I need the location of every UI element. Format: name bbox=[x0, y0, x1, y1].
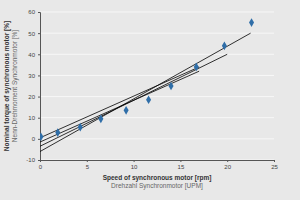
axis-title-line: Nominal torque of synchronous motor [%] bbox=[3, 21, 11, 151]
point bbox=[194, 63, 199, 72]
trend-line bbox=[40, 33, 251, 151]
tick: 20 bbox=[28, 94, 40, 100]
point bbox=[169, 82, 174, 91]
tick-label: 20 bbox=[224, 164, 231, 170]
tick-label: 50 bbox=[28, 31, 35, 37]
grid-line bbox=[40, 54, 274, 55]
tick-label: 15 bbox=[178, 164, 185, 170]
tick-label: 0 bbox=[32, 136, 36, 142]
y-axis: -10 0 10 20 30 40 50 60 bbox=[26, 9, 40, 163]
grid-line bbox=[40, 12, 274, 13]
tick: 60 bbox=[28, 9, 40, 15]
tick: 50 bbox=[28, 31, 40, 37]
tick-label: 30 bbox=[28, 73, 35, 79]
trend-line bbox=[40, 54, 227, 146]
grid-line bbox=[40, 117, 274, 118]
tick-mark bbox=[87, 160, 88, 162]
axis-title-line: Nenn-Drehmoment Synchronmotor [%] bbox=[11, 30, 19, 143]
tick-mark bbox=[38, 97, 40, 98]
tick-mark bbox=[274, 160, 275, 162]
tick-mark bbox=[38, 12, 40, 13]
tick: 0 bbox=[32, 136, 40, 142]
x-axis: 0 5 10 15 20 25 bbox=[39, 160, 279, 170]
point bbox=[222, 41, 227, 50]
point bbox=[124, 106, 129, 115]
plot: 0 5 10 15 20 25 -10 0 10 20 30 40 50 60 bbox=[26, 9, 278, 170]
grid-line bbox=[40, 138, 274, 139]
tick-label: 0 bbox=[39, 164, 43, 170]
tick: 15 bbox=[178, 160, 185, 170]
tick-label: 60 bbox=[28, 9, 35, 15]
trend-line bbox=[40, 71, 199, 142]
tick-label: 25 bbox=[271, 164, 278, 170]
tick-label: 40 bbox=[28, 52, 35, 58]
tick-label: 20 bbox=[28, 94, 35, 100]
point bbox=[98, 114, 103, 123]
tick: 25 bbox=[271, 160, 278, 170]
point bbox=[40, 132, 43, 141]
tick-mark bbox=[227, 160, 228, 162]
axis-title-line: Drehzahl Synchronmotor [UPM] bbox=[111, 182, 203, 190]
tick: 0 bbox=[39, 160, 43, 170]
tick: 10 bbox=[28, 115, 40, 121]
point bbox=[249, 18, 254, 27]
chart: 0 5 10 15 20 25 -10 0 10 20 30 40 50 60 Speed of synch… bbox=[0, 0, 300, 200]
tick-mark bbox=[180, 160, 181, 162]
axis-line bbox=[41, 161, 275, 163]
tick: 5 bbox=[86, 160, 90, 170]
x-axis-title: Speed of synchronous motor [rpm]Drehzahl… bbox=[103, 174, 212, 190]
tick-label: -10 bbox=[26, 157, 35, 163]
tick-mark bbox=[38, 160, 40, 161]
tick-mark bbox=[38, 118, 40, 119]
tick: 20 bbox=[224, 160, 231, 170]
grid-line bbox=[40, 96, 274, 97]
tick-mark bbox=[134, 160, 135, 162]
tick-label: 5 bbox=[86, 164, 90, 170]
tick: 40 bbox=[28, 52, 40, 58]
point bbox=[146, 95, 151, 104]
tick-mark bbox=[38, 54, 40, 55]
tick-label: 10 bbox=[28, 115, 35, 121]
marks bbox=[40, 18, 254, 151]
tick: -10 bbox=[26, 157, 40, 163]
y-axis-title: Nominal torque of synchronous motor [%]N… bbox=[3, 21, 19, 151]
tick-mark bbox=[38, 139, 40, 140]
tick-label: 10 bbox=[131, 164, 138, 170]
tick-mark bbox=[38, 75, 40, 76]
point bbox=[78, 123, 83, 132]
grid bbox=[40, 12, 274, 160]
grid-line bbox=[40, 33, 274, 34]
tick: 30 bbox=[28, 73, 40, 79]
tick-mark bbox=[38, 33, 40, 34]
tick: 10 bbox=[131, 160, 138, 170]
grid-line bbox=[40, 75, 274, 76]
point bbox=[55, 128, 60, 137]
axis-title-line: Speed of synchronous motor [rpm] bbox=[103, 174, 212, 182]
trend-line bbox=[40, 67, 199, 138]
